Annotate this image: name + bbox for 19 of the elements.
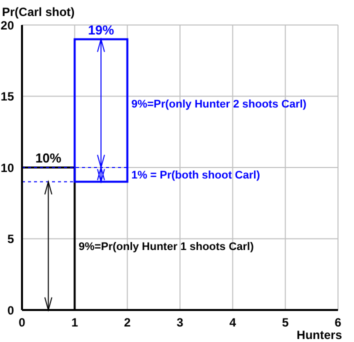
y-tick-label: 20	[0, 18, 14, 32]
y-tick-label: 15	[0, 90, 14, 104]
x-tick-label: 4	[229, 316, 236, 330]
x-tick-label: 2	[124, 316, 131, 330]
annotation: 1% = Pr(both shoot Carl)	[131, 170, 260, 182]
x-tick-label: 0	[18, 316, 26, 330]
data-label: 10%	[35, 150, 62, 166]
y-tick-label: 5	[7, 232, 14, 246]
y-axis-title: Pr(Carl shot)	[2, 5, 75, 19]
y-tick-label: 0	[7, 303, 14, 318]
x-axis-title: Hunters	[296, 328, 342, 342]
x-tick-label: 3	[176, 316, 184, 330]
x-tick-label: 6	[334, 316, 342, 330]
x-tick-label: 1	[71, 316, 78, 330]
annotation: 9%=Pr(only Hunter 2 shoots Carl)	[131, 98, 307, 110]
annotation: 9%=Pr(only Hunter 1 shoots Carl)	[78, 240, 254, 253]
data-label: 19%	[88, 22, 114, 38]
y-tick-label: 10	[0, 160, 14, 175]
x-tick-label: 5	[282, 316, 289, 330]
